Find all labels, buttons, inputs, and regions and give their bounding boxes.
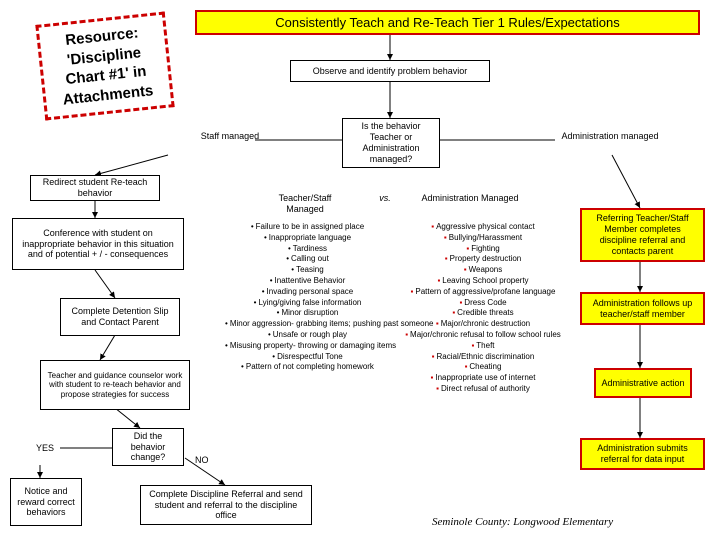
admin-bullet-item: Inappropriate use of internet xyxy=(398,373,568,384)
staff-bullet-item: Misusing property- throwing or damaging … xyxy=(225,341,390,352)
admin-bullet-item: Racial/Ethnic discrimination xyxy=(398,352,568,363)
admin-bullet-item: Leaving School property xyxy=(398,276,568,287)
detention-box: Complete Detention Slip and Contact Pare… xyxy=(60,298,180,336)
col-left-head: Teacher/Staff Managed xyxy=(255,190,355,218)
col-left-text: Teacher/Staff Managed xyxy=(279,193,332,214)
staff-bullet-item: Pattern of not completing homework xyxy=(225,362,390,373)
staff-bullet-item: Calling out xyxy=(225,254,390,265)
r3-box: Administrative action xyxy=(594,368,692,398)
yes-label: YES xyxy=(36,443,54,453)
decision-managed: Is the behavior Teacher or Administratio… xyxy=(342,118,440,168)
col-right-text: Administration Managed xyxy=(421,193,518,203)
staff-bullet-item: Invading personal space xyxy=(225,287,390,298)
admin-bullet-item: Fighting xyxy=(398,244,568,255)
admin-bullet-item: Credible threats xyxy=(398,308,568,319)
staff-bullets: Failure to be in assigned placeInappropr… xyxy=(225,222,390,373)
admin-bullet-item: Dress Code xyxy=(398,298,568,309)
admin-bullet-item: Major/chronic destruction xyxy=(398,319,568,330)
admin-bullets: Aggressive physical contactBullying/Hara… xyxy=(398,222,568,395)
top-bar: Consistently Teach and Re-Teach Tier 1 R… xyxy=(195,10,700,35)
footer-text: Seminole County: Longwood Elementary xyxy=(432,516,613,528)
admin-bullet-item: Major/chronic refusal to follow school r… xyxy=(398,330,568,341)
staff-bullet-item: Lying/giving false information xyxy=(225,298,390,309)
admin-bullet-item: Property destruction xyxy=(398,254,568,265)
notice-box: Notice and reward correct behaviors xyxy=(10,478,82,526)
resource-box: Resource: 'Discipline Chart #1' in Attac… xyxy=(35,11,174,120)
admin-bullet-item: Cheating xyxy=(398,362,568,373)
staff-bullet-item: Tardiness xyxy=(225,244,390,255)
admin-bullet-item: Aggressive physical contact xyxy=(398,222,568,233)
conference-box: Conference with student on inappropriate… xyxy=(12,218,184,270)
no-label: NO xyxy=(195,455,209,465)
r4-box: Administration submits referral for data… xyxy=(580,438,705,470)
staff-bullet-item: Disrespectful Tone xyxy=(225,352,390,363)
counselor-box: Teacher and guidance counselor work with… xyxy=(40,360,190,410)
redirect-box: Redirect student Re-teach behavior xyxy=(30,175,160,201)
referral-box: Complete Discipline Referral and send st… xyxy=(140,485,312,525)
r1-box: Referring Teacher/Staff Member completes… xyxy=(580,208,705,262)
admin-bullet-item: Theft xyxy=(398,341,568,352)
staff-bullet-item: Inattentive Behavior xyxy=(225,276,390,287)
col-right-head: Administration Managed xyxy=(410,190,530,207)
decision-change-box: Did the behavior change? xyxy=(112,428,184,466)
staff-bullet-item: Minor disruption xyxy=(225,308,390,319)
staff-bullet-item: Unsafe or rough play xyxy=(225,330,390,341)
admin-managed-label: Administration managed xyxy=(530,128,690,145)
vs-label: vs. xyxy=(370,190,400,207)
r2-box: Administration follows up teacher/staff … xyxy=(580,292,705,325)
admin-bullet-item: Pattern of aggressive/profane language xyxy=(398,287,568,298)
admin-bullet-item: Bullying/Harassment xyxy=(398,233,568,244)
staff-bullet-item: Failure to be in assigned place xyxy=(225,222,390,233)
staff-managed-label: Staff managed xyxy=(180,128,280,145)
admin-bullet-item: Direct refusal of authority xyxy=(398,384,568,395)
staff-bullet-item: Minor aggression- grabbing items; pushin… xyxy=(225,319,390,330)
staff-bullet-item: Teasing xyxy=(225,265,390,276)
admin-bullet-item: Weapons xyxy=(398,265,568,276)
staff-bullet-item: Inappropriate language xyxy=(225,233,390,244)
observe-box: Observe and identify problem behavior xyxy=(290,60,490,82)
